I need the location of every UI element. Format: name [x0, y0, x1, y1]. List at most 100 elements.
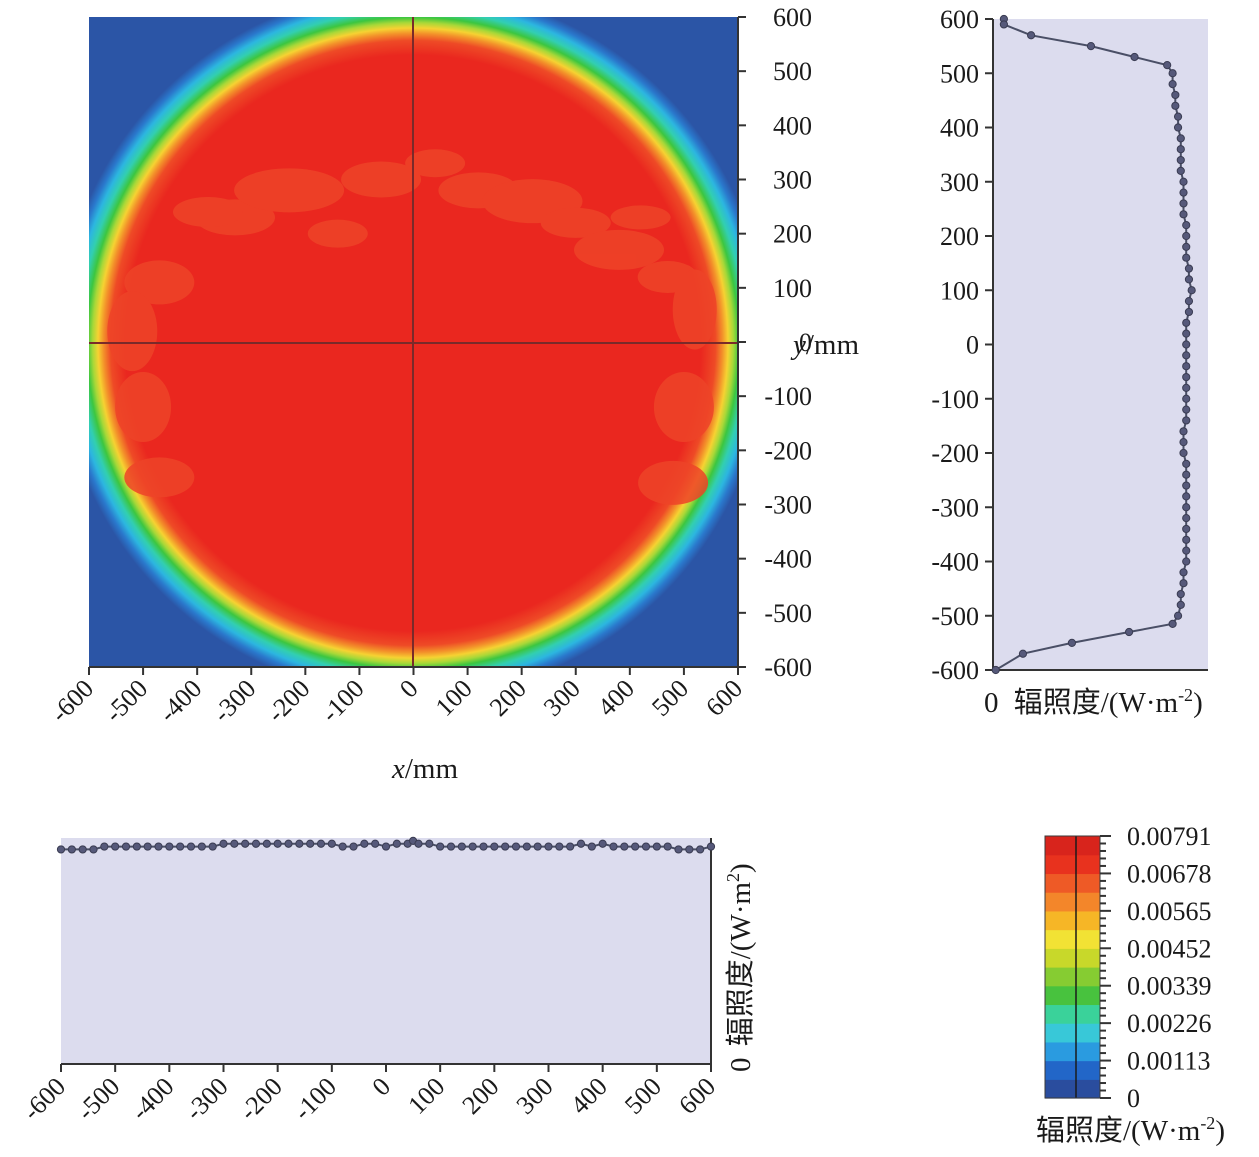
colorbar-band: [1045, 948, 1100, 968]
horizontal-profile-unit-label: 辐照度/(W·m: [724, 882, 757, 1047]
heatmap-y-tick-label: 400: [773, 111, 812, 140]
spot-texture-blob: [574, 229, 665, 270]
spot-texture-blob: [307, 219, 368, 248]
heatmap-x-tick-label: -200: [261, 674, 315, 728]
spot-texture-blob: [638, 460, 709, 505]
horizontal-profile-point: [566, 842, 575, 851]
colorbar-bands: [1045, 836, 1100, 1099]
horizontal-profile-point: [208, 842, 217, 851]
vertical-profile-y-tick-label: 600: [940, 5, 979, 34]
horizontal-profile-point: [241, 839, 250, 848]
horizontal-profile-point: [414, 839, 423, 848]
vertical-profile-point: [1182, 383, 1191, 392]
vertical-profile-point: [1184, 264, 1194, 273]
heatmap-x-label: x/mm: [391, 753, 458, 785]
horizontal-profile-unit-exp: 2: [723, 873, 743, 882]
spot-texture-blob: [540, 207, 611, 238]
vertical-profile-point: [1179, 579, 1188, 588]
vertical-profile-point: [1182, 546, 1191, 555]
vertical-profile-point: [1176, 155, 1185, 165]
horizontal-profile-point: [490, 842, 499, 851]
colorbar-band: [1045, 873, 1100, 893]
vertical-profile-y-tick-label: 500: [940, 59, 979, 88]
horizontal-profile-point: [425, 839, 434, 848]
vertical-profile-point: [1173, 112, 1183, 121]
colorbar-label: 辐照度/(W·m-2): [1036, 1113, 1225, 1147]
spot-texture-blob: [115, 372, 172, 442]
vertical-profile-y-tick-label: 400: [940, 114, 979, 143]
vertical-profile-point: [1086, 42, 1096, 51]
heatmap-y-tick-label: 500: [773, 57, 812, 86]
colorbar-label-exp: -2: [1200, 1113, 1215, 1133]
horizontal-profile-point: [544, 842, 553, 851]
horizontal-profile-point: [349, 842, 358, 851]
vertical-profile-point: [1182, 351, 1191, 360]
horizontal-profile-series: [56, 836, 716, 854]
horizontal-profile-point: [273, 839, 282, 848]
colorbar-tick-label: 0: [1127, 1084, 1140, 1113]
colorbar: 0.00791 0.00678 0.00565 0.00452 0.00339 0.002…: [1036, 822, 1225, 1147]
horizontal-profile-point: [327, 839, 336, 848]
vertical-profile-point: [1067, 638, 1077, 647]
colorbar-band: [1045, 1041, 1100, 1062]
heatmap-y-tick-label: 600: [773, 3, 812, 32]
colorbar-band: [1045, 854, 1100, 875]
vertical-profile-point: [1168, 80, 1177, 89]
horizontal-profile-x-tick-label: -300: [180, 1072, 234, 1126]
heatmap-y-ticks: 600 500 400 300 200 100 0 -100 -200 -300 -400 -500 -…: [738, 3, 812, 682]
horizontal-profile-point: [67, 845, 76, 854]
colorbar-tick-label: 0.00678: [1127, 859, 1212, 888]
vertical-profile-chart: 600 500 400 300 200 100 0 -100 -200 -300 -400 -500 -…: [931, 5, 1208, 719]
vertical-profile-point: [1124, 627, 1134, 637]
horizontal-profile-point: [56, 845, 66, 854]
vertical-profile-y-tick-label: 200: [940, 222, 979, 251]
y-label-var: y: [790, 329, 806, 361]
vertical-profile-x-label: 0 辐照度/(W·m-2): [984, 685, 1203, 719]
colorbar-frame: [1044, 835, 1101, 1099]
horizontal-profile-point: [360, 839, 369, 848]
colorbar-band: [1045, 910, 1100, 931]
vertical-profile-point: [1182, 492, 1191, 501]
colorbar-band: [1045, 1004, 1100, 1024]
horizontal-profile-x-tick-label: 0: [367, 1072, 397, 1102]
horizontal-profile-point: [555, 842, 564, 851]
vertical-profile-point: [1179, 568, 1188, 577]
vertical-profile-point: [1182, 514, 1191, 523]
vertical-profile-point: [1182, 503, 1191, 512]
horizontal-profile-x-tick-label: -500: [71, 1072, 125, 1126]
horizontal-profile-point: [685, 845, 694, 854]
heatmap-x-tick-label: -500: [99, 674, 153, 728]
horizontal-profile-x-tick-label: -100: [288, 1072, 342, 1126]
heatmap-x-tick-label: 200: [484, 674, 532, 722]
heatmap-y-tick-label: 200: [773, 220, 812, 249]
horizontal-profile-point: [197, 842, 206, 851]
vertical-profile-point: [1182, 405, 1191, 414]
horizontal-profile-x-ticks: -600 -500 -400 -300 -200 -100 0 100 200 300 400 500…: [17, 1064, 721, 1126]
horizontal-profile-point: [251, 839, 261, 848]
vertical-profile-point: [1184, 307, 1194, 317]
vertical-profile-point: [1182, 557, 1191, 566]
heatmap-y-tick-label: -500: [764, 599, 812, 628]
colorbar-band: [1045, 985, 1100, 1006]
horizontal-profile-point: [501, 842, 510, 851]
vertical-profile-point: [1182, 362, 1191, 371]
horizontal-profile-x-tick-label: 400: [565, 1072, 613, 1120]
horizontal-profile-y-label: 0 辐照度/(W·m2): [723, 863, 757, 1072]
heatmap-y-label: y/mm: [790, 329, 859, 361]
horizontal-profile-point: [674, 845, 683, 854]
vertical-profile-unit-close: ): [1193, 687, 1203, 719]
horizontal-profile-point: [446, 842, 456, 851]
vertical-profile-point: [1179, 438, 1188, 447]
horizontal-profile-zero-label: 0: [725, 1058, 757, 1073]
colorbar-tick-label: 0.00565: [1127, 897, 1212, 926]
vertical-profile-point: [1182, 231, 1191, 241]
heatmap-x-tick-label: 0: [394, 674, 424, 704]
horizontal-profile-point: [100, 842, 109, 851]
horizontal-profile-point: [706, 842, 716, 851]
vertical-profile-point: [1168, 69, 1177, 78]
vertical-profile-y-tick-label: 100: [940, 276, 979, 305]
vertical-profile-point: [1184, 275, 1194, 284]
y-label-unit: /mm: [806, 329, 860, 361]
x-label-unit: /mm: [405, 753, 459, 785]
